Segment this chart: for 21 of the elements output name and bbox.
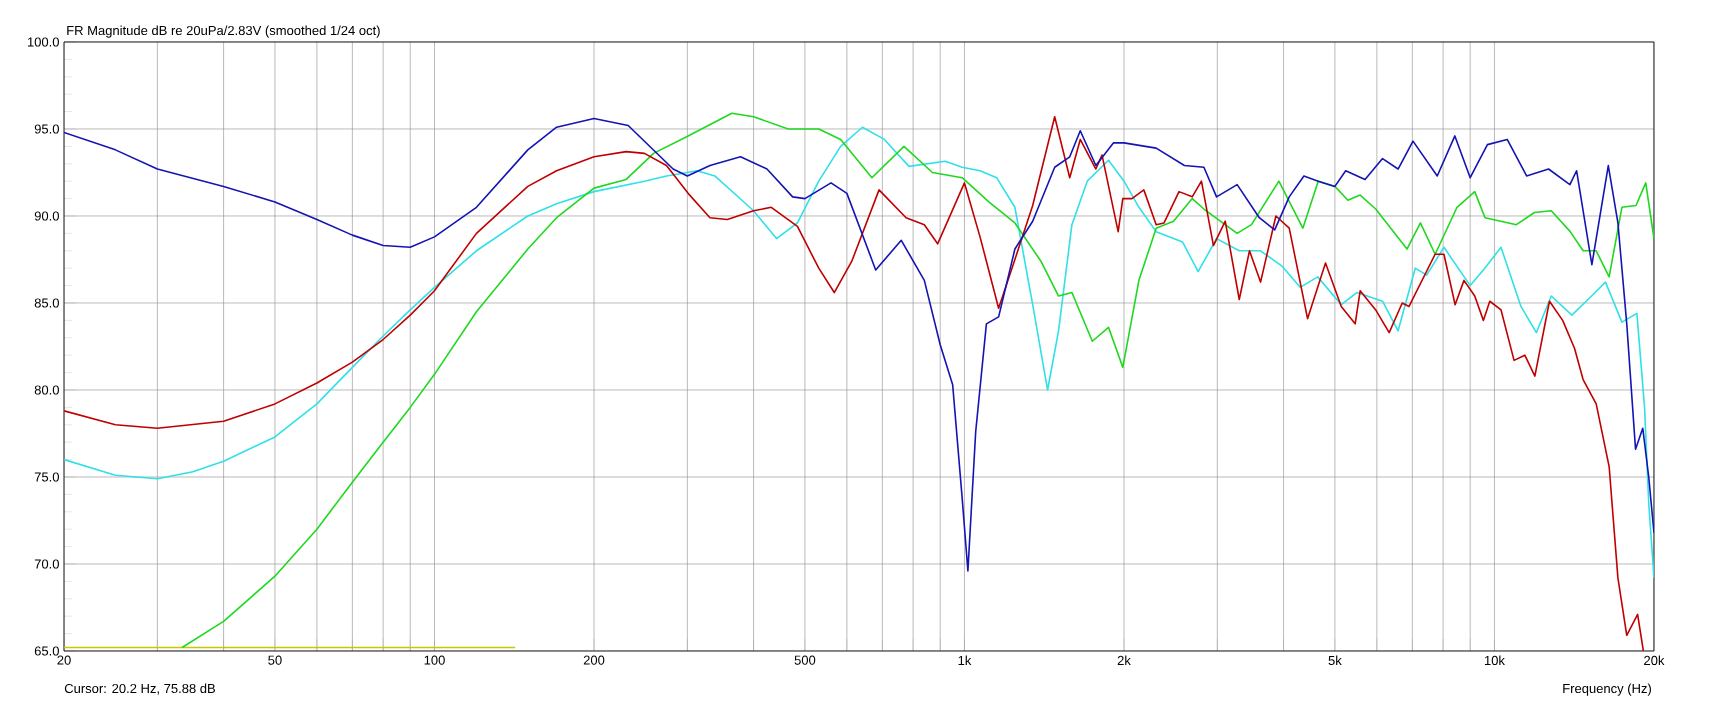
chart-title: FR Magnitude dB re 20uPa/2.83V (smoothed 1/24 oct)	[67, 25, 380, 38]
x-tick-label: 100	[424, 655, 445, 665]
x-tick-label: 500	[794, 655, 816, 665]
x-tick-label: 1k	[958, 655, 972, 665]
y-tick-label: 85.0	[34, 298, 59, 308]
y-tick-label: 80.0	[34, 385, 59, 395]
y-tick-label: 100.0	[27, 37, 59, 47]
x-tick-label: 20	[57, 655, 71, 665]
y-tick-label: 70.0	[34, 559, 59, 569]
y-tick-label: 90.0	[34, 211, 59, 221]
x-tick-label: 20k	[1644, 655, 1665, 666]
text: Cursor: 20.2 Hz, 75.88 dB	[64, 683, 215, 695]
x-tick-label: 2k	[1117, 655, 1131, 665]
y-tick-label: 75.0	[34, 472, 59, 482]
x-tick-label: 5k	[1328, 655, 1342, 666]
y-tick-label: 95.0	[34, 124, 59, 134]
x-tick-label: 10k	[1484, 655, 1505, 666]
x-tick-label: 50	[268, 655, 282, 665]
x-tick-label: 200	[583, 655, 605, 665]
x-axis-title: Frequency (Hz)	[1563, 683, 1651, 696]
y-tick-label: 65.0	[34, 646, 59, 656]
